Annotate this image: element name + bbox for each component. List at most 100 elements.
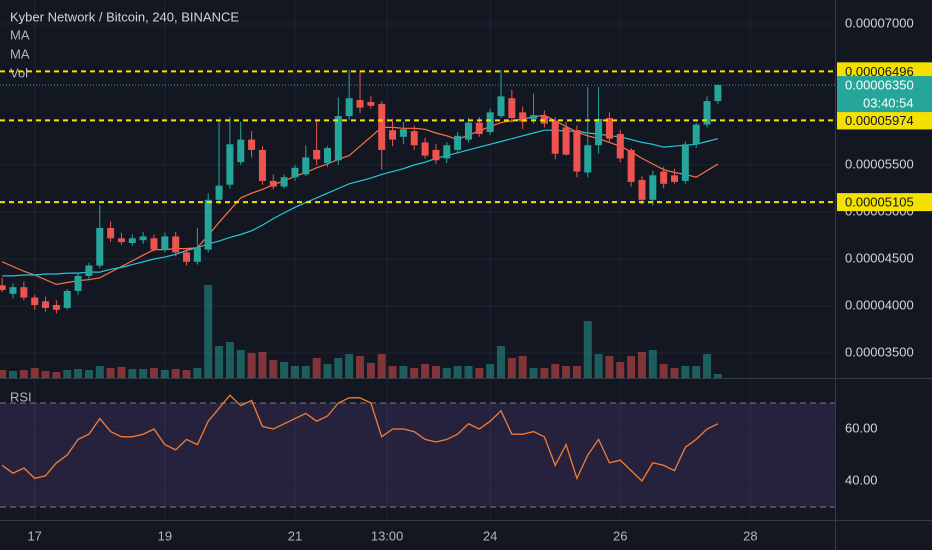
volume-bar xyxy=(225,342,234,378)
candle-body xyxy=(367,101,375,106)
candle-body xyxy=(74,275,82,291)
volume-bar xyxy=(366,363,375,378)
price-label-box xyxy=(837,193,932,212)
candle-body xyxy=(280,177,288,187)
price-label: 0.00006496 xyxy=(845,64,914,79)
volume-bar xyxy=(258,352,267,378)
candle-body xyxy=(345,98,353,117)
volume-bar xyxy=(421,364,430,378)
candle-body xyxy=(584,145,592,173)
volume-bar xyxy=(345,354,354,378)
volume-bar xyxy=(431,366,440,378)
candle-body xyxy=(638,180,646,200)
legend-ma: MA xyxy=(10,27,30,42)
candle-body xyxy=(703,101,711,125)
x-tick-label: 17 xyxy=(27,528,41,543)
volume-bar xyxy=(215,346,224,378)
candle-body xyxy=(9,287,17,294)
volume-bar xyxy=(0,370,7,378)
volume-bar xyxy=(442,368,451,378)
volume-bar xyxy=(128,369,137,378)
candle-body xyxy=(605,117,613,139)
chart-title: Kyber Network / Bitcoin, 240, BINANCE xyxy=(10,9,239,24)
price-label: 0.00005105 xyxy=(845,195,914,210)
rsi-tick-label: 40.00 xyxy=(845,472,878,487)
candle-body xyxy=(128,238,136,244)
candle-body xyxy=(258,149,266,181)
candle-body xyxy=(443,145,451,159)
candle-body xyxy=(475,122,483,134)
candle-body xyxy=(508,98,516,118)
price-label: 0.00005974 xyxy=(845,113,914,128)
rsi-tick-label: 60.00 xyxy=(845,420,878,435)
volume-bar xyxy=(497,346,505,378)
y-tick-label: 0.00007000 xyxy=(845,15,914,30)
candle-body xyxy=(378,103,386,150)
legend-rsi: RSI xyxy=(10,389,32,404)
volume-bar xyxy=(475,368,484,378)
x-tick-label: 24 xyxy=(483,528,497,543)
volume-bar xyxy=(605,356,614,378)
volume-bar xyxy=(486,364,495,378)
volume-bar xyxy=(659,364,668,378)
candle-body xyxy=(20,287,28,298)
volume-bar xyxy=(30,368,39,378)
volume-bar xyxy=(19,370,28,378)
volume-bar xyxy=(193,368,202,378)
volume-bar xyxy=(9,371,18,378)
volume-bar xyxy=(52,372,61,378)
volume-bar xyxy=(551,364,560,378)
y-tick-label: 0.00004000 xyxy=(845,297,914,312)
candle-body xyxy=(193,247,201,262)
volume-bar xyxy=(713,374,722,378)
volume-bar xyxy=(334,358,343,378)
candle-body xyxy=(31,297,39,306)
x-tick-label: 19 xyxy=(158,528,172,543)
plot-layer xyxy=(0,0,835,520)
y-tick-label: 0.00004500 xyxy=(845,250,914,265)
candle-body xyxy=(0,285,6,291)
candle-body xyxy=(269,180,277,187)
candle-body xyxy=(389,130,397,140)
candle-body xyxy=(334,116,342,161)
volume-bar xyxy=(106,368,115,378)
volume-bar xyxy=(562,366,571,378)
volume-bar xyxy=(301,366,310,378)
candle-body xyxy=(595,118,603,146)
x-tick-label: 28 xyxy=(743,528,757,543)
volume-bar xyxy=(377,354,386,378)
volume-bar xyxy=(41,371,50,378)
volume-bar xyxy=(323,364,332,378)
countdown-label: 03:40:54 xyxy=(863,96,914,111)
volume-bar xyxy=(149,368,158,378)
volume-bar xyxy=(594,354,603,378)
volume-bar xyxy=(572,366,581,378)
last-price-box xyxy=(837,76,932,113)
legend-ma: MA xyxy=(10,46,30,61)
volume-bar xyxy=(583,321,592,378)
volume-bar xyxy=(269,360,278,378)
candle-body xyxy=(291,167,299,178)
volume-bar xyxy=(692,366,701,378)
candle-body xyxy=(573,130,581,172)
candle-body xyxy=(692,124,700,145)
candle-body xyxy=(85,265,93,276)
volume-bar xyxy=(84,370,93,378)
volume-bar xyxy=(280,362,289,378)
candle-body xyxy=(464,122,472,140)
volume-bar xyxy=(518,356,527,378)
candle-body xyxy=(681,144,689,181)
candle-body xyxy=(302,157,310,175)
candle-body xyxy=(660,171,668,184)
candle-body xyxy=(551,120,559,154)
volume-bar xyxy=(453,366,462,378)
candle-body xyxy=(226,144,234,185)
volume-bar xyxy=(399,366,408,378)
candle-body xyxy=(356,100,364,108)
volume-bar xyxy=(247,353,256,378)
candle-body xyxy=(671,175,679,182)
candle-body xyxy=(161,236,169,250)
candle-body xyxy=(627,149,635,182)
volume-bar xyxy=(464,366,473,378)
